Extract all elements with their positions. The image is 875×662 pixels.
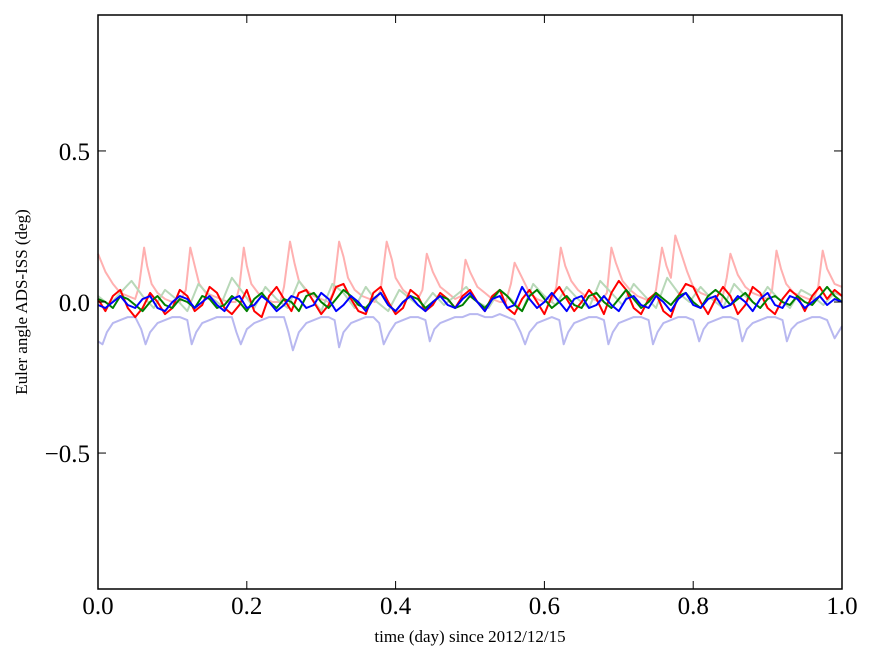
x-tick-label: 0.4 — [380, 593, 412, 620]
series-line-blue-faint — [97, 313, 843, 352]
x-tick-label: 0.0 — [82, 593, 113, 620]
y-tick-label: 0.0 — [59, 290, 90, 317]
x-tick-label: 1.0 — [826, 593, 857, 620]
y-tick-label: 0.5 — [59, 139, 90, 166]
x-axis-label: time (day) since 2012/12/15 — [374, 627, 565, 646]
series-line-blue — [97, 285, 843, 313]
y-tick-label: −0.5 — [45, 441, 90, 468]
x-tick-label: 0.6 — [529, 593, 560, 620]
y-axis-label: Euler angle ADS-ISS (deg) — [12, 209, 31, 395]
tick-layer: 0.0 0.2 0.4 0.6 0.8 1.0 −0.5 0.0 0.5 — [45, 15, 858, 620]
series-line-red — [97, 279, 843, 319]
x-tick-label: 0.8 — [678, 593, 709, 620]
series-line-green — [97, 285, 843, 313]
series-layer — [97, 234, 843, 352]
x-tick-label: 0.2 — [231, 593, 262, 620]
